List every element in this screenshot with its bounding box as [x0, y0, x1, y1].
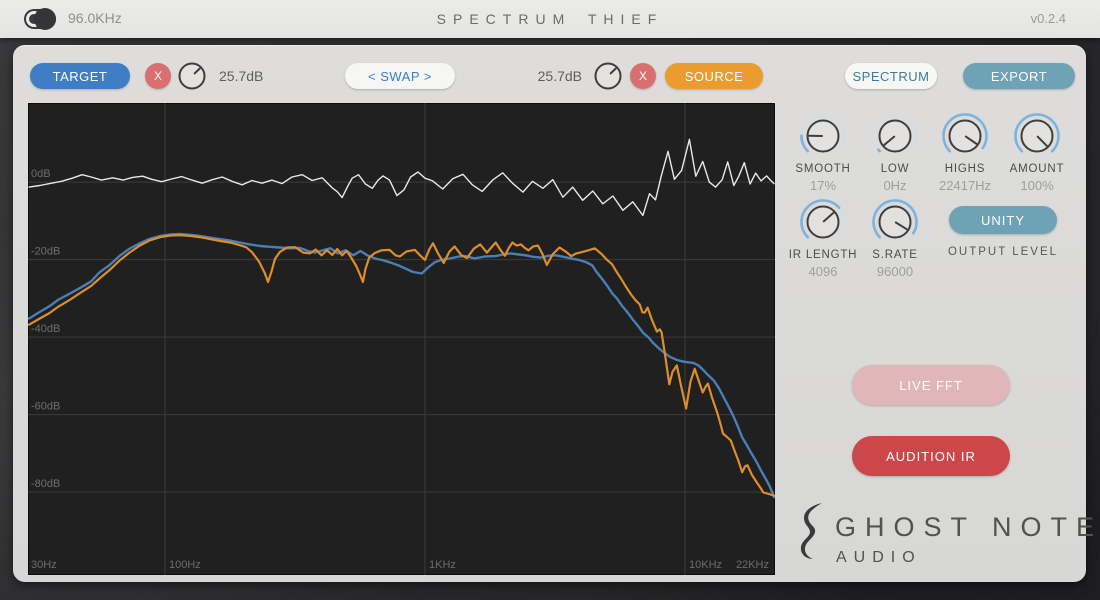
live-fft-button[interactable]: LIVE FFT	[852, 365, 1010, 405]
source-button[interactable]: SOURCE	[665, 63, 763, 89]
power-toggle-knob-icon	[34, 8, 56, 30]
version-label: v0.2.4	[1030, 11, 1066, 26]
svg-text:1KHz: 1KHz	[429, 559, 456, 571]
app-title: SPECTRUM THIEF	[436, 11, 664, 27]
highs-knob-label: HIGHS	[944, 163, 986, 175]
svg-text:22KHz: 22KHz	[736, 559, 769, 571]
export-button[interactable]: EXPORT	[963, 63, 1075, 89]
brand-name: GHOST NOTE	[835, 512, 1100, 542]
target-gain-knob[interactable]	[177, 61, 207, 91]
amount-knob[interactable]	[1013, 112, 1061, 160]
spectrum-display: 0dB -20dB -40dB -60dB -80dB 30Hz 100Hz 1KHz 10KH…	[28, 103, 775, 575]
svg-text:10KHz: 10KHz	[689, 559, 722, 571]
low-knob-block: LOW 0Hz	[860, 112, 930, 193]
amount-knob-value: 100%	[1020, 178, 1054, 193]
audition-ir-button[interactable]: AUDITION IR	[852, 436, 1010, 476]
output-level-label: OUTPUT LEVEL	[947, 246, 1059, 258]
low-knob-value: 0Hz	[883, 178, 907, 193]
title-bar: 96.0KHz SPECTRUM THIEF v0.2.4	[0, 0, 1100, 38]
smooth-knob[interactable]	[799, 112, 847, 160]
main-panel: TARGET X 25.7dB < SWAP > 25.7dB X SOURCE…	[13, 45, 1094, 582]
target-clear-button[interactable]: X	[145, 63, 171, 89]
swap-button[interactable]: < SWAP >	[345, 63, 455, 89]
s-rate-knob-block: S.RATE 96000	[860, 198, 930, 279]
s-rate-knob[interactable]	[871, 198, 919, 246]
svg-text:30Hz: 30Hz	[31, 559, 57, 571]
ir-length-knob-block: IR LENGTH 4096	[788, 198, 858, 279]
svg-text:-40dB: -40dB	[31, 323, 60, 335]
s-rate-knob-label: S.RATE	[872, 249, 918, 261]
ir-length-knob[interactable]	[799, 198, 847, 246]
source-gain-value: 25.7dB	[537, 68, 582, 84]
smooth-knob-value: 17%	[809, 178, 837, 193]
source-gain-knob[interactable]	[593, 61, 623, 91]
target-gain-value: 25.7dB	[219, 68, 264, 84]
spectrum-button[interactable]: SPECTRUM	[845, 63, 937, 89]
sample-rate-label: 96.0KHz	[68, 10, 122, 26]
ghost-note-rest-icon	[800, 503, 822, 559]
smooth-knob-block: SMOOTH 17%	[788, 112, 858, 193]
svg-text:100Hz: 100Hz	[169, 559, 201, 571]
smooth-knob-label: SMOOTH	[795, 163, 851, 175]
svg-text:0dB: 0dB	[31, 168, 51, 180]
highs-knob-value: 22417Hz	[938, 178, 992, 193]
amount-knob-label: AMOUNT	[1009, 163, 1065, 175]
low-knob-label: LOW	[880, 163, 910, 175]
ir-length-knob-value: 4096	[808, 264, 838, 279]
highs-knob[interactable]	[941, 112, 989, 160]
svg-text:-60dB: -60dB	[31, 401, 60, 413]
brand-sub: AUDIO	[836, 549, 922, 566]
low-knob[interactable]	[871, 112, 919, 160]
brand-logo: GHOST NOTE AUDIO	[798, 500, 1094, 570]
svg-text:-20dB: -20dB	[31, 246, 60, 258]
s-rate-knob-value: 96000	[876, 264, 914, 279]
target-button[interactable]: TARGET	[30, 63, 130, 89]
svg-text:-80dB: -80dB	[31, 478, 60, 490]
unity-button[interactable]: UNITY	[949, 206, 1057, 234]
amount-knob-block: AMOUNT 100%	[1002, 112, 1072, 193]
highs-knob-block: HIGHS 22417Hz	[930, 112, 1000, 193]
source-clear-button[interactable]: X	[630, 63, 656, 89]
power-toggle[interactable]	[24, 8, 56, 30]
ir-length-knob-label: IR LENGTH	[788, 249, 858, 261]
